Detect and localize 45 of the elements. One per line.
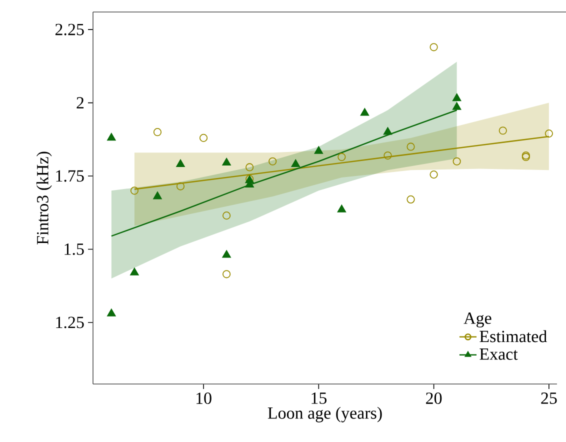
- point: [406, 195, 415, 204]
- x-tick-label: 20: [426, 392, 442, 404]
- point: [430, 43, 438, 52]
- point: [268, 157, 277, 166]
- point: [176, 159, 185, 168]
- point: [107, 308, 116, 316]
- point: [544, 130, 553, 138]
- point: [246, 163, 254, 172]
- x-axis-title: Loon age (years): [268, 406, 382, 422]
- point: [337, 204, 346, 212]
- point: [222, 270, 231, 278]
- y-tick-label: 2: [76, 97, 84, 108]
- point: [360, 108, 370, 116]
- y-tick-label: 2.25: [55, 24, 84, 36]
- y-axis-title: Fintro3 (kHz): [36, 152, 52, 244]
- point: [452, 157, 461, 166]
- point: [406, 142, 415, 151]
- point: [130, 186, 139, 195]
- y-tick-label: 1.5: [64, 244, 84, 255]
- point: [430, 170, 438, 179]
- x-tick-label: 15: [312, 392, 327, 404]
- point: [176, 182, 185, 190]
- point: [338, 152, 346, 162]
- point: [452, 102, 462, 110]
- point: [153, 192, 162, 200]
- point: [452, 93, 462, 102]
- point: [314, 146, 324, 154]
- point: [384, 151, 392, 160]
- point: [222, 250, 231, 258]
- point: [130, 268, 139, 276]
- point: [107, 132, 116, 141]
- legend-title: Age: [464, 312, 492, 328]
- point: [153, 128, 162, 136]
- point: [291, 159, 300, 168]
- x-tick-label: 25: [541, 392, 557, 404]
- legend-label: Estimated: [480, 330, 547, 342]
- legend-label: Exact: [480, 348, 518, 360]
- y-tick-label: 1.75: [56, 170, 84, 182]
- y-tick-label: 1.25: [56, 316, 84, 328]
- point: [222, 158, 231, 166]
- point: [222, 212, 231, 220]
- point: [498, 126, 507, 135]
- x-tick-label: 10: [196, 392, 212, 404]
- point: [199, 134, 208, 142]
- point: [383, 127, 392, 135]
